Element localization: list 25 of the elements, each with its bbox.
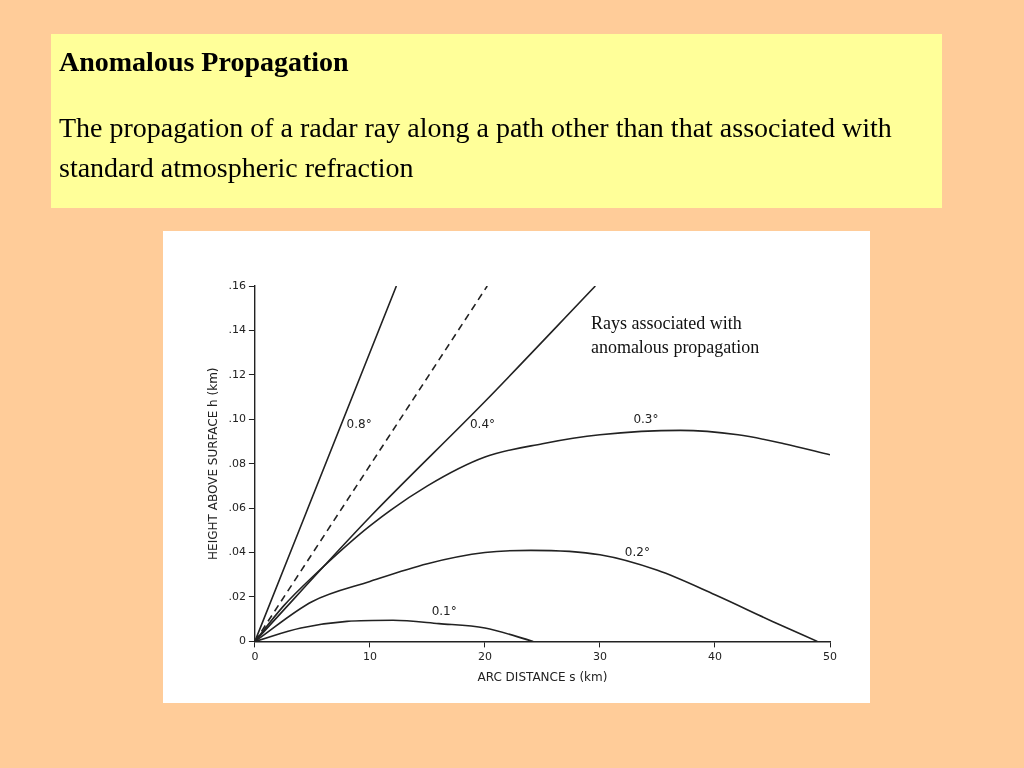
x-tick-label: 20: [477, 649, 492, 663]
series-label: 0.8°: [346, 417, 372, 432]
y-tick-label: 0: [238, 634, 246, 648]
x-tick-label: 50: [823, 649, 837, 663]
series-label: 0.2°: [624, 545, 650, 560]
y-tick-label: .10: [228, 412, 246, 426]
annotation: Rays associated with anomalous propagation: [590, 312, 760, 357]
series-label: 0.3°: [633, 412, 659, 427]
chart-subtitle: The propagation of a radar ray along a path other than that associated with standard atmospheric refraction: [59, 111, 893, 185]
x-axis-title: ARC DISTANCE s (km): [477, 669, 608, 684]
x-tick-label: 0: [251, 649, 259, 663]
y-tick-label: .16: [228, 278, 246, 292]
y-tick-label: .12: [228, 367, 246, 381]
y-axis-title: HEIGHT ABOVE SURFACE h (km): [206, 367, 221, 560]
chart-title: Anomalous Propagation: [59, 45, 350, 79]
x-tick-label: 30: [592, 649, 607, 663]
y-tick-label: .06: [228, 500, 246, 514]
x-tick-label: 40: [707, 649, 722, 663]
y-tick-label: .14: [228, 323, 246, 337]
series-label: 0.1°: [431, 604, 457, 619]
series-label: 0.4°: [469, 416, 496, 431]
x-tick-label: 10: [362, 649, 377, 663]
y-tick-label: .04: [228, 545, 246, 559]
y-tick-label: .08: [228, 456, 246, 470]
y-tick-label: .02: [228, 589, 246, 603]
